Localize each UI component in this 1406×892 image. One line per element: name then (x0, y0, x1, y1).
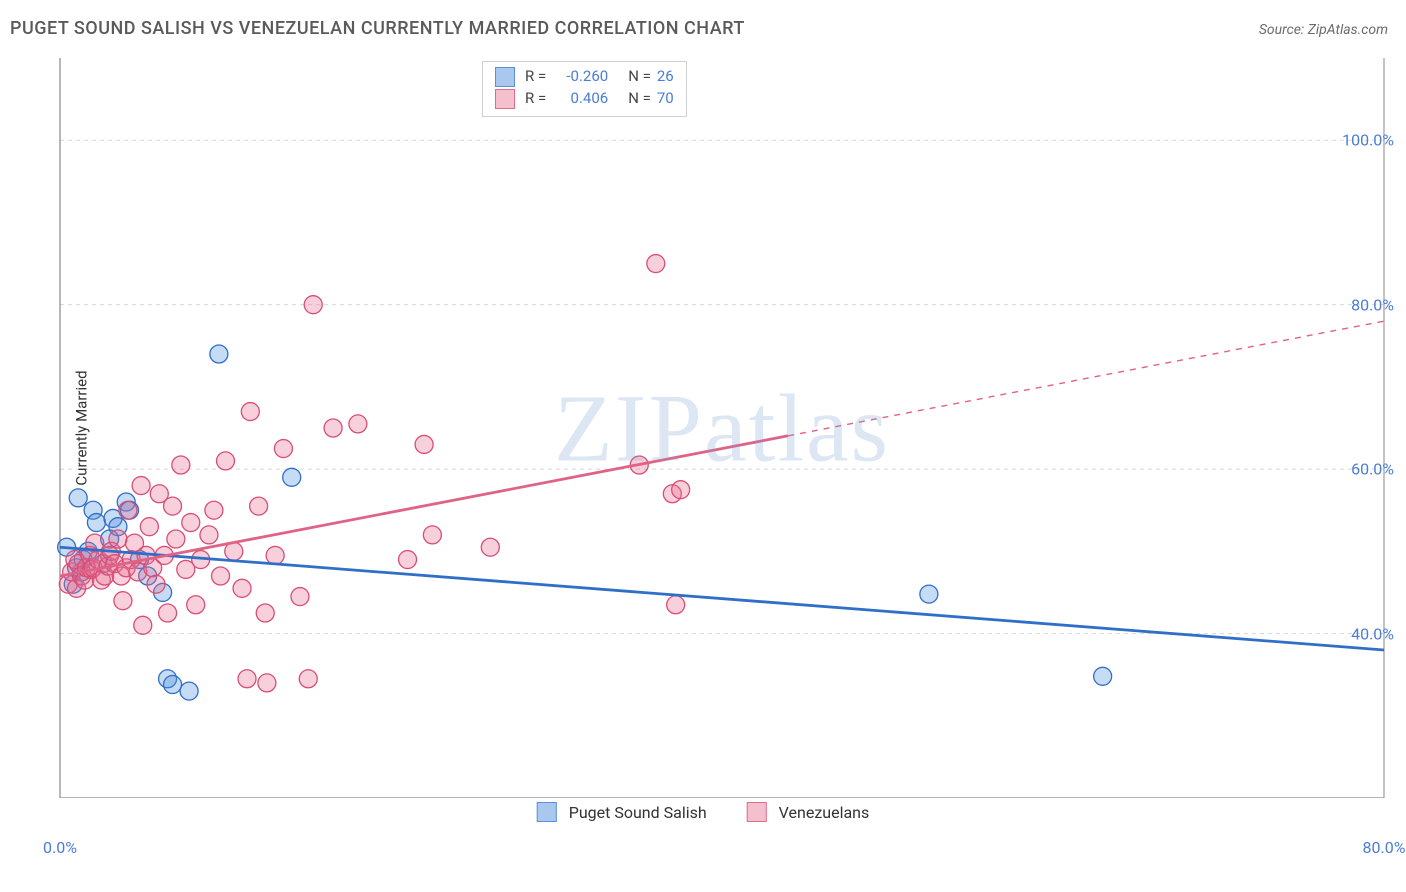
data-point (69, 489, 87, 507)
chart-page: PUGET SOUND SALISH VS VENEZUELAN CURRENT… (0, 0, 1406, 892)
data-point (205, 501, 223, 519)
data-point (241, 403, 259, 421)
legend-swatch (537, 802, 557, 822)
data-point (667, 596, 685, 614)
data-point (164, 497, 182, 515)
data-point (324, 419, 342, 437)
data-point (266, 546, 284, 564)
scatter-svg (52, 58, 1392, 798)
data-point (647, 255, 665, 273)
stat-n-label: N = (628, 66, 651, 88)
data-point (159, 604, 177, 622)
data-point (217, 452, 235, 470)
plot-area: ZIPatlas Currently Married 40.0%60.0%80.… (52, 58, 1392, 798)
data-point (399, 551, 417, 569)
y-tick-label: 100.0% (1342, 131, 1394, 150)
data-point (200, 526, 218, 544)
data-point (233, 579, 251, 597)
legend-label: Puget Sound Salish (569, 803, 707, 822)
data-point (423, 526, 441, 544)
stats-row: R = -0.260 N = 26 (495, 66, 674, 88)
x-origin-label: 0.0% (43, 838, 77, 857)
stat-r-value: -0.260 (552, 66, 608, 88)
legend-swatch (495, 67, 515, 87)
stat-n-value: 70 (657, 88, 674, 110)
data-point (210, 345, 228, 363)
data-point (187, 596, 205, 614)
data-point (164, 676, 182, 694)
y-axis-label: Currently Married (73, 370, 91, 485)
data-point (291, 588, 309, 606)
y-tick-label: 80.0% (1351, 295, 1394, 314)
data-point (304, 296, 322, 314)
data-point (1094, 667, 1112, 685)
stats-legend: R = -0.260 N = 26 R = 0.406 N = 70 (482, 61, 687, 117)
stat-n-label: N = (628, 88, 651, 110)
data-point (167, 530, 185, 548)
data-point (238, 670, 256, 688)
x-max-label: 80.0% (1363, 838, 1406, 857)
data-point (140, 518, 158, 536)
chart-title: PUGET SOUND SALISH VS VENEZUELAN CURRENT… (10, 18, 745, 39)
legend-swatch (495, 89, 515, 109)
y-tick-label: 40.0% (1351, 624, 1394, 643)
data-point (87, 514, 105, 532)
data-point (182, 514, 200, 532)
stat-r-label: R = (525, 88, 546, 110)
legend-item: Venezuelans (747, 802, 870, 822)
data-point (672, 481, 690, 499)
legend-swatch (747, 802, 767, 822)
data-point (299, 670, 317, 688)
y-tick-label: 60.0% (1351, 460, 1394, 479)
data-point (481, 538, 499, 556)
stat-r-label: R = (525, 66, 546, 88)
data-point (250, 497, 268, 515)
stat-n-value: 26 (657, 66, 674, 88)
data-point (172, 456, 190, 474)
data-point (132, 477, 150, 495)
data-point (415, 435, 433, 453)
data-point (212, 567, 230, 585)
data-point (283, 468, 301, 486)
legend-label: Venezuelans (779, 803, 870, 822)
stat-r-value: 0.406 (552, 88, 608, 110)
stats-row: R = 0.406 N = 70 (495, 88, 674, 110)
data-point (274, 440, 292, 458)
data-point (147, 575, 165, 593)
data-point (114, 592, 132, 610)
data-point (920, 585, 938, 603)
data-point (134, 616, 152, 634)
legend-item: Puget Sound Salish (537, 802, 707, 822)
series-legend: Puget Sound Salish Venezuelans (537, 802, 870, 822)
data-point (256, 604, 274, 622)
trend-line-extrapolated (788, 321, 1384, 436)
data-point (119, 501, 137, 519)
data-point (180, 682, 198, 700)
data-point (109, 530, 127, 548)
data-point (349, 415, 367, 433)
trend-line (60, 547, 1384, 650)
data-point (258, 674, 276, 692)
source-attribution: Source: ZipAtlas.com (1259, 22, 1388, 38)
